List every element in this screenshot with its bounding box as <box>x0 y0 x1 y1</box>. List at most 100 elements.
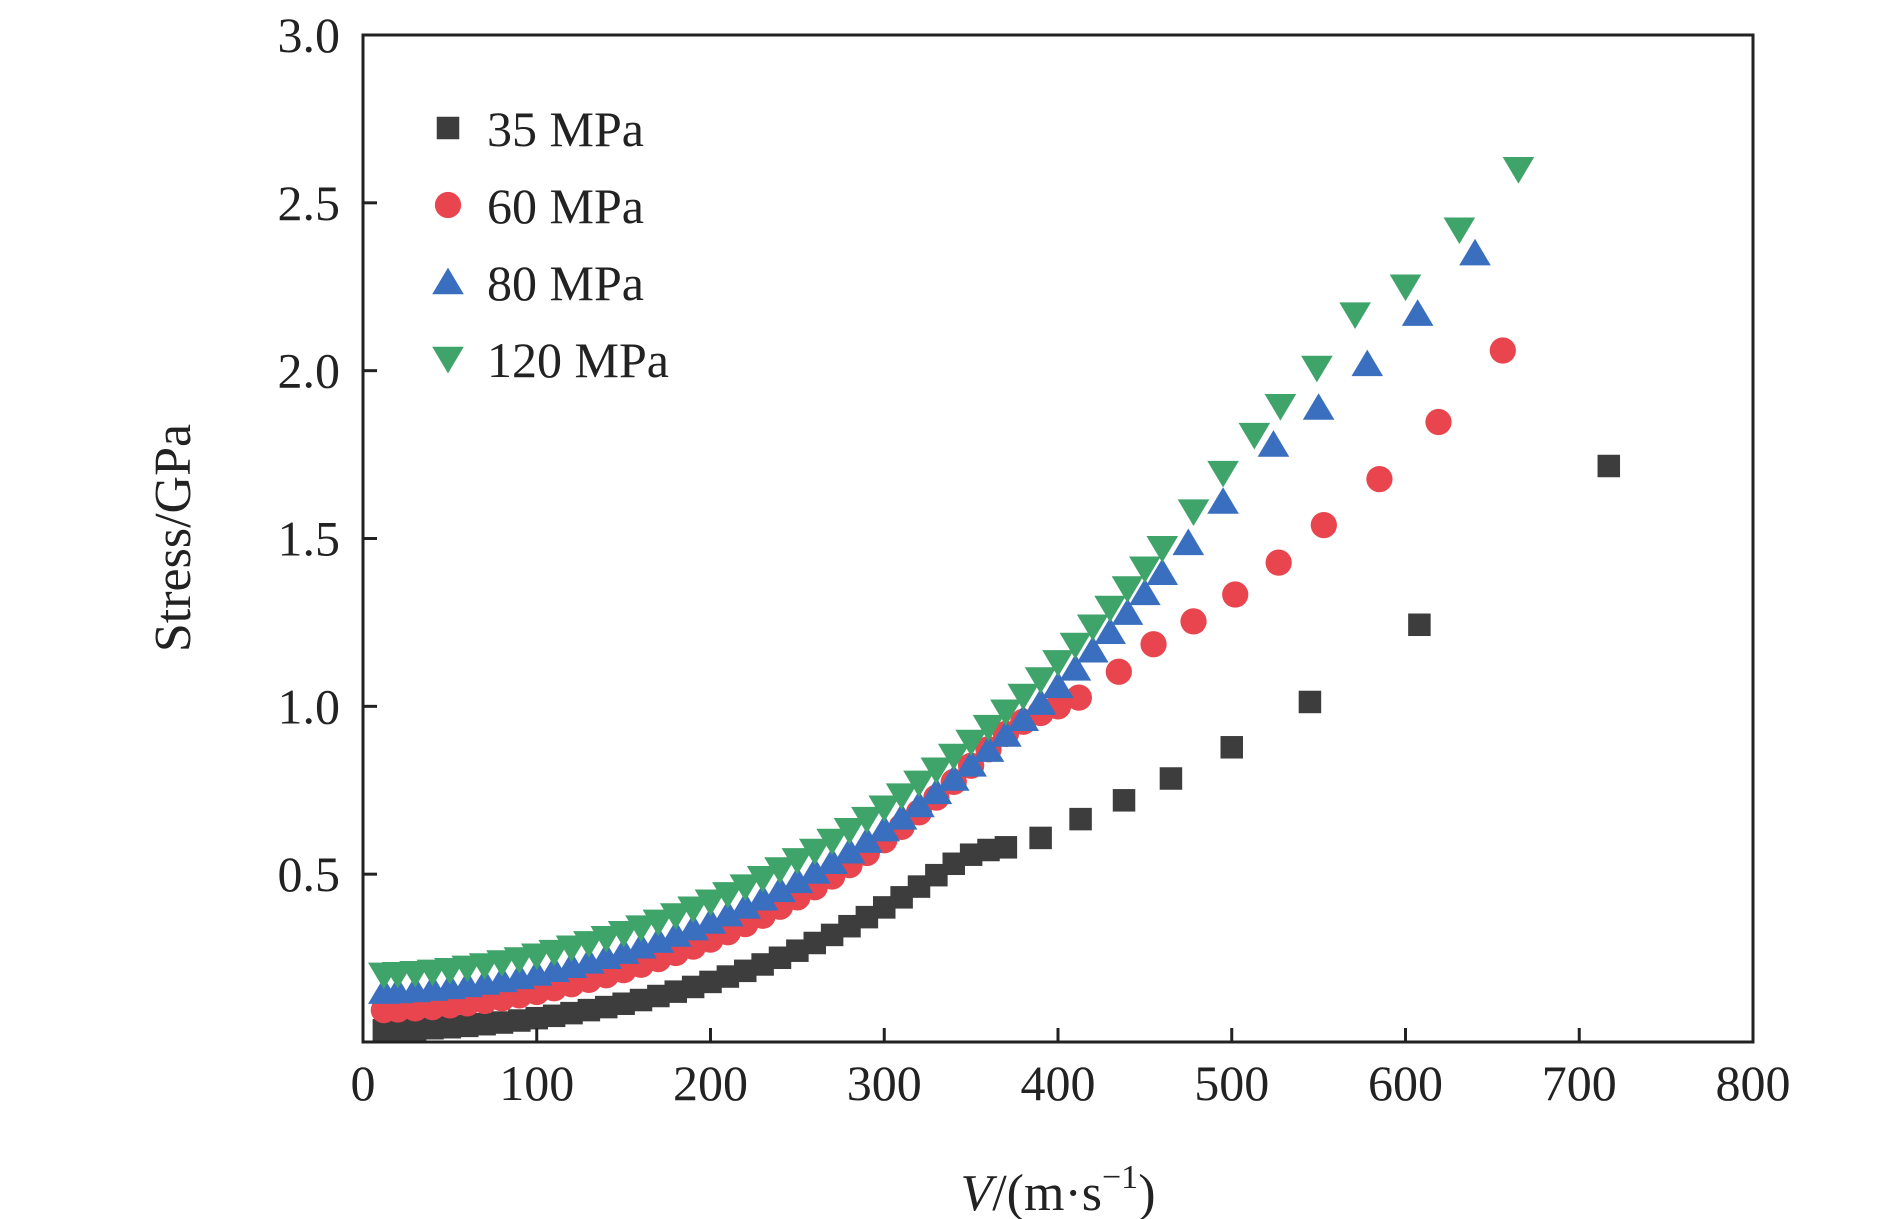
x-tick-label: 100 <box>499 1055 574 1111</box>
data-point <box>1207 487 1239 514</box>
data-point <box>942 852 965 876</box>
legend-label: 120 MPa <box>487 332 669 388</box>
legend: 35 MPa 60 MPa 80 MPa 120 MPa <box>432 101 669 388</box>
data-point <box>977 838 1000 862</box>
data-point <box>855 905 879 929</box>
legend-label: 35 MPa <box>487 101 644 157</box>
data-point <box>538 939 570 967</box>
data-point <box>1094 617 1126 645</box>
data-point <box>972 735 1005 762</box>
data-point <box>1301 355 1333 383</box>
data-point <box>920 777 953 805</box>
data-point <box>838 914 861 938</box>
data-point <box>386 1018 409 1042</box>
data-point <box>1257 430 1290 457</box>
data-point <box>764 857 796 884</box>
data-point <box>1076 614 1109 642</box>
y-tick-label: 2.5 <box>278 175 341 231</box>
data-point <box>659 903 692 930</box>
data-point <box>573 931 605 958</box>
data-point <box>955 729 987 757</box>
data-point <box>1389 274 1422 302</box>
data-point <box>1146 536 1179 563</box>
y-tick-label: 1.5 <box>278 511 341 567</box>
data-point <box>955 750 987 777</box>
data-point <box>525 1006 548 1030</box>
data-point <box>920 757 953 785</box>
data-point <box>1105 658 1132 685</box>
data-point <box>1042 650 1074 677</box>
data-point <box>1222 581 1249 608</box>
data-point <box>1065 684 1092 711</box>
legend-marker <box>432 346 464 374</box>
data-point <box>786 939 809 962</box>
data-point <box>816 847 848 874</box>
data-point <box>868 795 901 823</box>
data-point <box>751 953 774 976</box>
data-point <box>1351 349 1384 377</box>
data-point <box>490 1011 514 1034</box>
data-point <box>1597 454 1621 478</box>
y-tick-label: 3.0 <box>278 7 341 63</box>
data-point <box>595 995 618 1019</box>
data-point <box>1264 394 1297 421</box>
data-point <box>681 975 705 999</box>
series-120-mpa <box>368 157 1535 990</box>
y-tick-label: 1.0 <box>278 678 341 734</box>
data-point <box>820 923 844 947</box>
data-point <box>1180 608 1207 635</box>
data-point <box>664 980 687 1003</box>
data-point <box>607 921 640 948</box>
data-point <box>555 935 588 963</box>
data-point <box>873 896 896 919</box>
data-point <box>712 882 744 909</box>
legend-item: 120 MPa <box>432 332 669 388</box>
data-point <box>1401 299 1434 326</box>
axis-ticks-layer: 0 100 200 300 400 500 600 700 800 0.5 1.0 1.5 2.0 2.5… <box>278 7 1791 1111</box>
x-tick-label: 300 <box>847 1055 922 1111</box>
x-axis-title-close: ) <box>1138 1165 1155 1219</box>
data-point <box>1111 576 1144 603</box>
data-point <box>1425 408 1452 436</box>
data-point <box>590 926 623 953</box>
data-point <box>868 814 901 842</box>
legend-label: 80 MPa <box>487 255 644 311</box>
legend-marker <box>432 267 464 295</box>
x-tick-label: 500 <box>1194 1055 1269 1111</box>
x-tick-label: 200 <box>673 1055 748 1111</box>
x-tick-label: 400 <box>1021 1055 1096 1111</box>
legend-marker <box>436 116 460 140</box>
data-point <box>816 828 848 856</box>
data-point <box>885 803 918 830</box>
data-point <box>421 1016 444 1040</box>
data-point <box>642 909 675 937</box>
data-point <box>833 836 866 864</box>
x-axis-title-unit: /(m·s <box>992 1165 1102 1219</box>
x-tick-label: 800 <box>1716 1055 1791 1111</box>
data-point <box>925 863 948 887</box>
data-point <box>798 857 831 884</box>
x-axis-title-variable: V <box>960 1165 997 1219</box>
data-point <box>1207 460 1239 488</box>
data-point <box>833 817 866 845</box>
data-point <box>1238 422 1271 450</box>
data-point <box>1112 789 1136 812</box>
data-point <box>803 931 826 955</box>
data-point <box>764 875 796 903</box>
data-point <box>560 1001 583 1025</box>
data-point <box>959 843 983 866</box>
y-tick-label: 0.5 <box>278 846 341 902</box>
data-point <box>729 874 762 901</box>
data-point <box>1024 688 1057 715</box>
data-point <box>851 826 883 853</box>
data-point <box>1310 511 1337 539</box>
data-point <box>542 1004 566 1028</box>
data-point <box>1129 578 1161 606</box>
data-point <box>734 959 757 983</box>
data-point <box>1172 528 1205 556</box>
data-point <box>890 886 913 909</box>
data-point <box>768 946 792 969</box>
data-point <box>1024 667 1057 694</box>
